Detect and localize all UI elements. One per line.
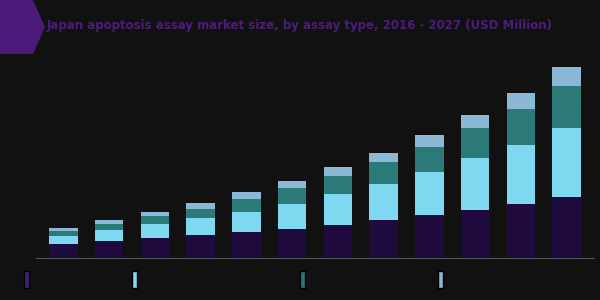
Bar [49, 231, 77, 236]
Bar [278, 204, 307, 229]
Bar [370, 220, 398, 258]
Text: Japan apoptosis assay market size, by assay type, 2016 - 2027 (USD Million): Japan apoptosis assay market size, by as… [47, 20, 553, 32]
Bar [461, 128, 489, 158]
Bar [506, 145, 535, 204]
Bar [187, 235, 215, 258]
Bar [232, 199, 260, 211]
Bar [415, 135, 443, 147]
Bar [461, 158, 489, 210]
PathPatch shape [0, 0, 45, 54]
Bar [232, 212, 260, 232]
Bar [323, 176, 352, 194]
Bar [187, 209, 215, 218]
Bar [49, 236, 77, 244]
Bar [553, 86, 581, 128]
Bar [323, 194, 352, 225]
Bar [506, 109, 535, 145]
Bar [415, 147, 443, 172]
Bar [49, 244, 77, 258]
Bar [95, 220, 124, 224]
Bar [553, 197, 581, 258]
Bar [141, 238, 169, 258]
FancyBboxPatch shape [24, 271, 29, 288]
Bar [232, 232, 260, 258]
Bar [506, 93, 535, 109]
Bar [323, 225, 352, 258]
FancyBboxPatch shape [132, 271, 137, 288]
Bar [187, 203, 215, 209]
Bar [232, 192, 260, 199]
Bar [141, 224, 169, 238]
Bar [278, 181, 307, 188]
FancyBboxPatch shape [438, 271, 443, 288]
Bar [278, 188, 307, 204]
Bar [461, 210, 489, 258]
Bar [415, 172, 443, 215]
Bar [95, 241, 124, 258]
Bar [95, 224, 124, 230]
Bar [278, 229, 307, 258]
Bar [323, 167, 352, 176]
Bar [141, 212, 169, 216]
Bar [415, 215, 443, 258]
Bar [49, 228, 77, 231]
Bar [370, 153, 398, 162]
Bar [370, 184, 398, 220]
Bar [553, 67, 581, 86]
Bar [553, 128, 581, 197]
Bar [141, 216, 169, 224]
Bar [461, 115, 489, 128]
Bar [506, 204, 535, 258]
Bar [95, 230, 124, 241]
Bar [370, 162, 398, 184]
Bar [187, 218, 215, 235]
FancyBboxPatch shape [300, 271, 305, 288]
